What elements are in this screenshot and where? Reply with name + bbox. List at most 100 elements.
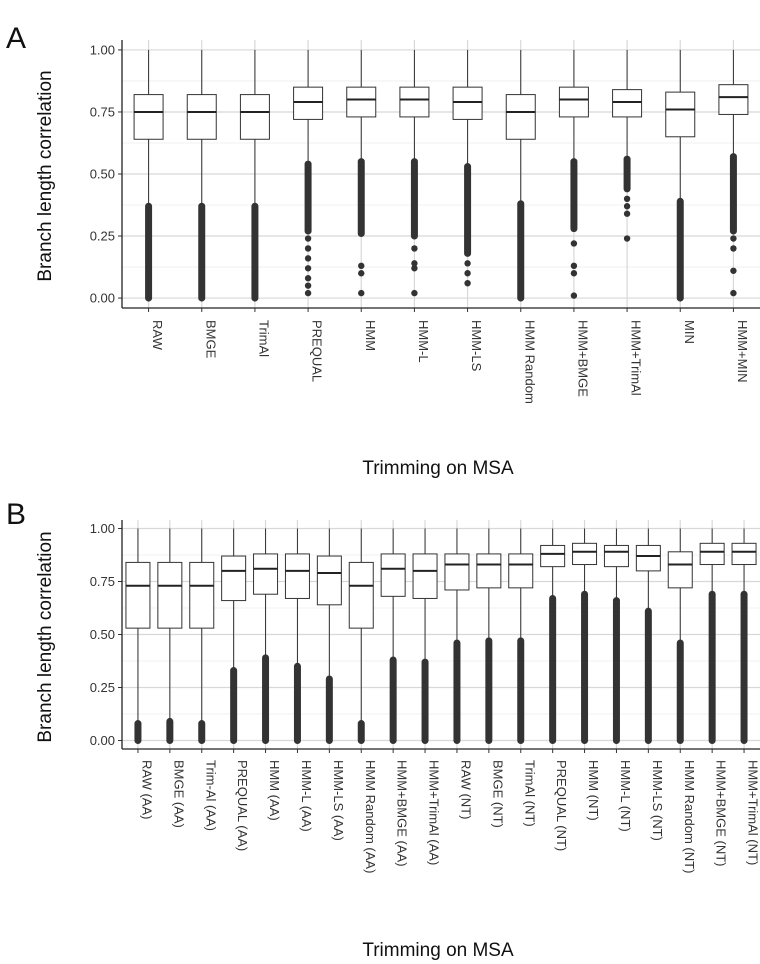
x-tick-label: HMM+BMGE [575,320,590,397]
outlier-point [358,270,365,277]
outlier-point [570,240,578,247]
x-tick-label: HMM+TrimAl (NT) [746,760,760,865]
outlier-point [304,245,312,252]
y-tick-label: 0.50 [90,167,115,182]
boxplot-16 [603,528,629,745]
boxplot-11 [665,49,696,302]
outlier-point [730,267,737,274]
x-tick-label: RAW (AA) [139,760,154,819]
boxplot-8 [348,528,374,745]
box-iqr [665,91,696,138]
boxplot-10 [412,528,438,745]
outlier-point [570,292,578,299]
box-iqr [699,542,725,566]
boxplot-2 [157,528,183,745]
box-iqr [189,561,215,629]
y-tick-label: 0.25 [90,680,115,695]
box-iqr [346,86,377,118]
outlier-point [730,289,737,297]
boxplot-13 [508,528,534,745]
y-tick-label: 1.00 [90,42,115,57]
boxplot-15 [572,528,598,745]
outlier-point [358,289,365,297]
panel-letter-a: A [6,22,26,55]
x-tick-label: HMM [363,320,378,351]
box-iqr [133,94,164,140]
x-tick-label: Trim-Al (AA) [203,760,218,831]
box-iqr [380,553,406,597]
box-iqr [293,86,324,120]
panel-b: B Branch length correlation Trimming on … [6,498,760,961]
outlier-point [411,245,418,252]
box-iqr [505,94,536,140]
outlier-point [464,279,471,287]
x-axis-label: Trimming on MSA [362,940,514,961]
box-iqr [239,94,270,140]
outlier-point [623,210,631,217]
boxplot-12 [476,528,502,745]
outlier-point [304,265,312,272]
y-tick-label: 0.00 [90,291,115,306]
x-tick-label: HMM-LS (AA) [331,760,346,841]
boxplot-3 [189,528,215,745]
box-iqr [348,561,374,629]
y-tick-label: 0.00 [90,733,115,748]
x-tick-label: MIN [682,320,697,344]
boxplot-9 [558,49,589,233]
boxplot-3 [239,49,270,302]
outlier-point [464,270,471,277]
boxplot-17 [635,528,661,745]
panel-letter-b: B [6,498,26,531]
outlier-point [304,275,312,282]
boxplot-4 [293,49,324,235]
box-iqr [253,553,279,595]
box-iqr [452,86,483,120]
outlier-point [304,235,312,242]
boxplot-8 [505,49,536,302]
boxplot-6 [284,528,310,745]
box-iqr [718,84,749,115]
boxplot-19 [699,528,725,745]
box-iqr [221,555,247,602]
x-tick-label: TrimAl (NT) [522,760,537,827]
boxplot-4 [221,528,247,745]
boxplot-5 [346,49,377,238]
boxplot-9 [380,528,406,745]
x-tick-label: HMM (NT) [586,760,601,821]
boxplot-10 [612,49,643,193]
box-iqr [476,553,502,589]
box-iqr [508,553,534,589]
outlier-point [304,255,312,262]
boxplot-18 [667,528,693,745]
x-tick-label: HMM+TrimAl (AA) [427,760,442,865]
x-tick-label: HMM Random (AA) [363,760,378,873]
outlier-point [730,245,737,252]
box-iqr [572,542,598,566]
outlier-point [411,289,418,297]
boxplot-1 [133,49,164,302]
x-tick-label: BMGE [203,320,218,359]
x-tick-label: TrimAl [256,320,271,357]
boxplot-1 [125,528,151,745]
x-tick-label: PREQUAL (NT) [554,760,569,851]
box-iqr [316,555,342,606]
y-tick-label: 1.00 [90,521,115,536]
boxplot-7 [316,528,342,745]
x-tick-label: BMGE (AA) [171,760,186,828]
outlier-point [623,195,631,203]
boxplot-2 [186,49,217,302]
x-tick-label: HMM+TrimAl [629,320,644,396]
y-tick-label: 0.25 [90,229,115,244]
box-iqr [731,542,757,566]
x-tick-label: PREQUAL [310,320,325,382]
boxplot-12 [718,49,749,235]
boxplot-14 [540,528,566,745]
box-iqr [612,89,643,118]
box-iqr [125,561,151,629]
x-tick-label: HMM+BMGE (NT) [714,760,729,867]
box-iqr [603,544,629,568]
x-tick-label: HMM-LS [469,320,484,372]
outlier-point [464,260,471,267]
box-iqr [412,553,438,599]
